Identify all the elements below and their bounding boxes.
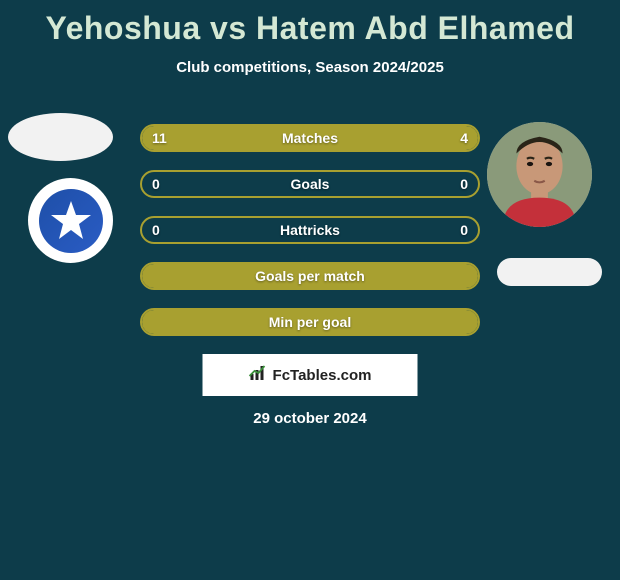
stat-label: Goals per match xyxy=(142,264,478,288)
stat-right-value: 0 xyxy=(460,218,468,242)
player-left-club-badge xyxy=(28,178,113,263)
player-right-avatar xyxy=(487,122,592,227)
stat-label: Hattricks xyxy=(142,218,478,242)
stat-left-value: 0 xyxy=(152,172,160,196)
stat-right-value: 0 xyxy=(460,172,468,196)
footer-logo-text: FcTables.com xyxy=(273,367,372,384)
stat-label: Goals xyxy=(142,172,478,196)
stat-bar: Hattricks0 0 xyxy=(140,216,480,244)
comparison-subtitle: Club competitions, Season 2024/2025 xyxy=(0,59,620,76)
comparison-title: Yehoshua vs Hatem Abd Elhamed xyxy=(0,0,620,47)
stat-label: Min per goal xyxy=(142,310,478,334)
comparison-bars: Matches114Goals00Hattricks00Goals per ma… xyxy=(140,124,480,354)
stat-bar: Matches11 4 xyxy=(140,124,480,152)
stat-left-value: 11 xyxy=(152,126,167,150)
stat-bar: Goals per match xyxy=(140,262,480,290)
footer-date: 29 october 2024 xyxy=(0,410,620,427)
stat-bar: Min per goal xyxy=(140,308,480,336)
chart-icon xyxy=(249,364,267,386)
stat-left-value: 0 xyxy=(152,218,160,242)
fctables-logo: FcTables.com xyxy=(203,354,418,396)
stat-right-value: 4 xyxy=(460,126,468,150)
player-right-club-placeholder xyxy=(497,258,602,286)
stat-bar: Goals0 0 xyxy=(140,170,480,198)
player-left-avatar xyxy=(8,113,113,161)
stat-label: Matches xyxy=(142,126,478,150)
